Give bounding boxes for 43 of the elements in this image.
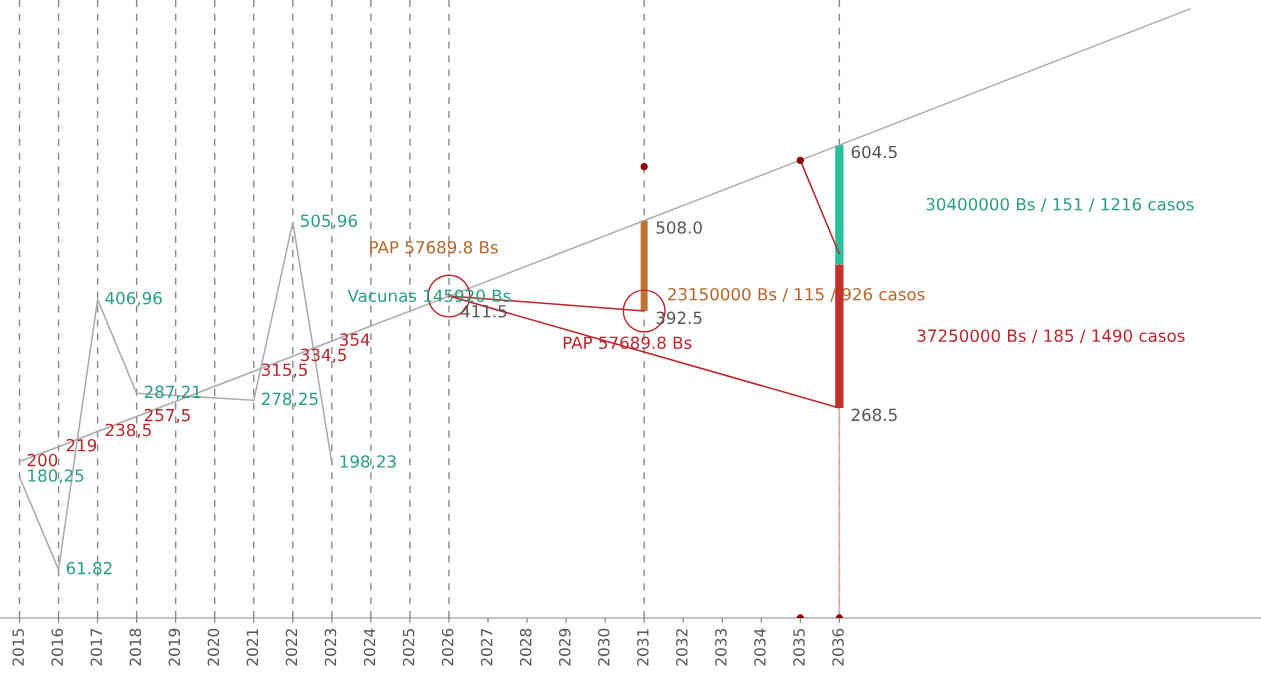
data-label: 257,5 <box>144 408 190 424</box>
x-tick-label: 2026 <box>441 628 454 666</box>
x-tick-label: 2035 <box>793 629 805 666</box>
data-label: 508.0 <box>656 221 702 234</box>
data-label: 61.82 <box>66 561 112 575</box>
x-tick-label: 2022 <box>285 629 298 666</box>
data-label: 268.5 <box>851 408 897 422</box>
data-label: 406,96 <box>105 291 162 307</box>
annotation: 37250000 Bs / 185 / 1490 casos <box>917 329 1185 344</box>
x-tick-label: 2015 <box>12 629 24 666</box>
x-tick-label: 2027 <box>480 629 493 666</box>
data-label: 287,21 <box>144 385 201 400</box>
data-label: 200 <box>27 453 58 467</box>
x-tick-label: 2029 <box>558 628 571 666</box>
annotation: 30400000 Bs / 151 / 1216 casos <box>926 197 1194 212</box>
annotation: PAP 57689.8 Bs <box>370 240 498 254</box>
x-tick-label: 2034 <box>754 628 766 666</box>
x-tick-label: 2020 <box>207 628 220 666</box>
x-tick-label: 2016 <box>51 628 63 666</box>
data-label: 505,96 <box>301 214 358 229</box>
x-tick-label: 2028 <box>519 628 532 666</box>
x-tick-label: 2036 <box>832 628 844 666</box>
data-label: 278,25 <box>261 392 318 407</box>
x-tick-label: 2018 <box>129 628 142 666</box>
data-label: 354 <box>340 333 370 346</box>
data-label: 180,25 <box>28 469 84 484</box>
data-label: 238,5 <box>105 423 151 438</box>
x-tick-label: 2033 <box>715 628 727 666</box>
x-tick-label: 2019 <box>168 628 181 666</box>
data-label: 411.5 <box>460 305 507 318</box>
x-tick-label: 2024 <box>363 628 376 666</box>
x-tick-label: 2030 <box>598 628 610 666</box>
data-label: 315,5 <box>261 363 307 378</box>
x-tick-label: 2025 <box>402 629 415 666</box>
x-tick-label: 2017 <box>90 629 103 666</box>
data-label: 334,5 <box>301 348 346 363</box>
x-tick-label: 2031 <box>637 629 649 666</box>
x-tick-label: 2023 <box>324 628 337 666</box>
data-label: 198,23 <box>340 455 396 470</box>
x-tick-label: 2032 <box>676 629 688 666</box>
x-tick-label: 2021 <box>246 629 259 666</box>
data-label: 219 <box>66 438 97 452</box>
data-label: 604.5 <box>851 145 897 159</box>
